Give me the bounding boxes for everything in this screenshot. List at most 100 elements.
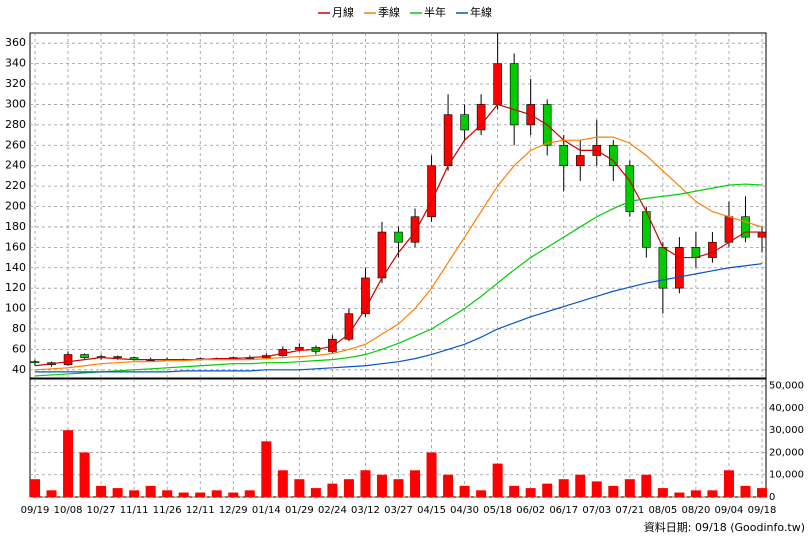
y2-tick-label: 40,000 xyxy=(769,403,804,414)
volume-bar xyxy=(723,470,734,497)
x-tick-label: 01/29 xyxy=(285,505,314,516)
volume-bar xyxy=(327,483,338,497)
y-tick-label: 240 xyxy=(5,159,26,172)
y-tick-label: 120 xyxy=(5,281,26,294)
volume-bar xyxy=(608,485,619,497)
y-tick-label: 100 xyxy=(5,302,26,315)
volume-bar xyxy=(443,474,454,497)
volume-bar xyxy=(112,488,123,497)
volume-bar xyxy=(195,492,206,497)
volume-bar xyxy=(376,474,387,497)
volume-bar xyxy=(476,490,487,497)
y-tick-label: 40 xyxy=(12,363,26,376)
y-tick-label: 180 xyxy=(5,220,26,233)
candle-body xyxy=(443,114,453,166)
candle-body xyxy=(328,338,337,352)
y-tick-label: 220 xyxy=(5,179,26,192)
volume-bar xyxy=(294,479,305,497)
candle-body xyxy=(575,155,585,166)
candle-body xyxy=(476,104,486,131)
candle-body xyxy=(63,354,73,366)
x-tick-label: 08/05 xyxy=(648,505,677,516)
volume-bar xyxy=(343,479,354,497)
candle-body xyxy=(658,247,668,289)
volume-bar xyxy=(360,470,371,497)
volume-bar xyxy=(162,490,173,497)
x-tick-label: 01/14 xyxy=(252,505,281,516)
volume-bar xyxy=(690,490,701,497)
volume-bar xyxy=(509,485,520,497)
legend-label: 年線 xyxy=(470,5,492,19)
y2-tick-label: 20,000 xyxy=(769,447,804,458)
volume-bar xyxy=(145,485,156,497)
y-tick-label: 340 xyxy=(5,57,26,70)
volume-bar xyxy=(211,490,222,497)
y-tick-label: 80 xyxy=(12,322,26,335)
legend-label: 月線 xyxy=(332,5,354,19)
volume-bar xyxy=(525,488,536,497)
volume-bar xyxy=(30,479,40,497)
volume-bar xyxy=(575,474,586,497)
ma-line xyxy=(34,103,762,367)
candle-body xyxy=(361,277,370,314)
y2-tick-label: 30,000 xyxy=(769,425,804,436)
legend: 月線 季線 半年 年線 xyxy=(318,5,492,19)
candle-body xyxy=(460,114,469,131)
volume-bar xyxy=(641,474,652,497)
x-tick-label: 04/15 xyxy=(417,505,446,516)
y-tick-label: 200 xyxy=(5,200,26,213)
volume-bar xyxy=(46,490,57,497)
x-tick-label: 12/11 xyxy=(186,505,215,516)
y2-tick-label: 0 xyxy=(769,492,775,503)
volume-bar xyxy=(129,490,140,497)
volume-bar xyxy=(757,488,767,497)
candle-body xyxy=(724,216,734,243)
x-tick-label: 10/27 xyxy=(87,505,116,516)
volume-bar xyxy=(244,490,255,497)
volume-bar xyxy=(591,481,602,497)
y2-tick-label: 50,000 xyxy=(769,381,804,392)
x-tick-label: 08/20 xyxy=(681,505,710,516)
volume-bar xyxy=(228,492,239,497)
candle-body xyxy=(410,216,420,243)
ma-line xyxy=(34,183,763,377)
candle-body xyxy=(113,356,122,358)
x-tick-label: 09/18 xyxy=(748,505,777,516)
volume-bar xyxy=(740,485,751,497)
y-tick-label: 140 xyxy=(5,261,26,274)
volume-bar xyxy=(492,463,503,497)
y-tick-label: 360 xyxy=(5,36,26,49)
candle-body xyxy=(675,247,684,289)
price-panel xyxy=(29,32,767,379)
volume-bar xyxy=(393,479,404,497)
candle-body xyxy=(608,144,618,166)
x-tick-label: 02/24 xyxy=(318,505,347,516)
candle-body xyxy=(559,144,569,166)
candle-body xyxy=(295,347,304,350)
x-tick-label: 04/30 xyxy=(450,505,479,516)
y2-tick-label: 10,000 xyxy=(769,470,804,481)
volume-bar xyxy=(426,452,437,497)
y-tick-label: 60 xyxy=(12,342,26,355)
x-tick-label: 06/17 xyxy=(549,505,578,516)
candle-body xyxy=(344,313,354,340)
volume-bar xyxy=(410,470,421,497)
x-tick-label: 03/27 xyxy=(384,505,413,516)
candle-body xyxy=(691,247,701,258)
x-tick-label: 06/02 xyxy=(516,505,545,516)
y-tick-label: 280 xyxy=(5,118,26,131)
volume-bar xyxy=(79,452,90,497)
volume-bar xyxy=(261,441,272,497)
volume-bar xyxy=(277,470,288,497)
x-tick-label: 12/29 xyxy=(219,505,248,516)
volume-bar xyxy=(459,485,470,497)
x-tick-label: 11/11 xyxy=(120,505,149,516)
candle-body xyxy=(30,361,40,363)
candle-body xyxy=(427,165,436,218)
volume-bar xyxy=(178,492,189,497)
x-tick-label: 05/18 xyxy=(483,505,512,516)
x-tick-label: 09/19 xyxy=(21,505,50,516)
x-tick-label: 11/26 xyxy=(153,505,182,516)
ma-line xyxy=(35,263,763,373)
